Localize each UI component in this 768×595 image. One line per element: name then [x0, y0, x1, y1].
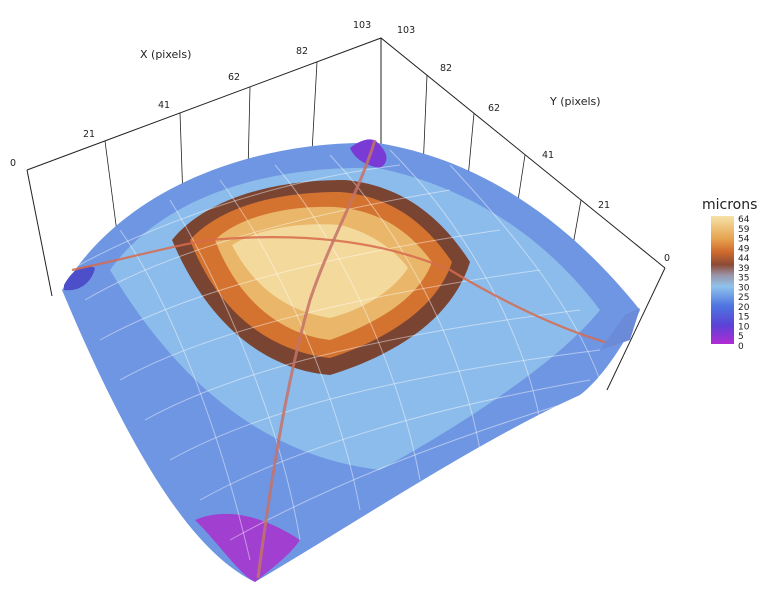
surface-corner-front — [195, 513, 300, 582]
xwall-grid-4 — [311, 61, 318, 153]
x-tick: 41 — [158, 100, 170, 111]
surface-mesh — [62, 139, 640, 583]
colorbar-tick: 10 — [738, 322, 750, 332]
colorbar-tick: 5 — [738, 332, 744, 342]
y-tick: 21 — [598, 200, 610, 211]
y-tick: 0 — [664, 253, 670, 264]
x-tick: 0 — [10, 158, 16, 169]
frame-left-vertical — [26, 169, 53, 297]
surface-right-tail — [600, 308, 640, 350]
y-tick: 41 — [542, 150, 554, 161]
colorbar-tick: 30 — [738, 283, 750, 293]
colorbar-tick: 59 — [738, 225, 750, 235]
profile-line-x — [71, 235, 616, 347]
mesh-lines — [69, 149, 601, 561]
y-tick: 82 — [440, 63, 452, 74]
colorbar-tick: 44 — [738, 254, 750, 264]
xwall-grid-3 — [247, 86, 251, 173]
colorbar-tick: 64 — [738, 215, 750, 225]
x-tick: 82 — [296, 46, 308, 57]
colorbar-gradient — [711, 216, 734, 344]
x-axis-ticks: 0 21 41 62 82 103 X (pixels) — [10, 20, 371, 169]
surface-corner-left — [64, 265, 95, 291]
x-tick: 103 — [353, 20, 371, 31]
colorbar-tick: 35 — [738, 274, 749, 284]
profile-line-y — [256, 139, 377, 579]
axis-frame — [26, 37, 666, 391]
surface-corner-back — [350, 139, 387, 168]
colorbar-tick: 20 — [738, 303, 750, 313]
y-tick: 103 — [397, 25, 415, 36]
y-axis-ticks: 103 82 62 41 21 0 Y (pixels) — [397, 25, 670, 264]
y-tick: 62 — [488, 103, 500, 114]
x-tick: 62 — [228, 72, 240, 83]
xwall-grid-1 — [104, 140, 119, 241]
colorbar-tick: 54 — [738, 235, 750, 245]
frame-right-vertical — [606, 267, 666, 391]
colorbar-tick: 49 — [738, 244, 750, 254]
colorbar-tick: 25 — [738, 293, 749, 303]
x-tick: 21 — [83, 129, 95, 140]
y-axis-title: Y (pixels) — [549, 95, 601, 108]
x-axis-title: X (pixels) — [140, 48, 191, 61]
colorbar-tick: 15 — [738, 313, 749, 323]
colorbar-tick: 39 — [738, 264, 750, 274]
colorbar-tick: 0 — [738, 342, 744, 352]
colorbar-title: microns — [702, 197, 757, 213]
